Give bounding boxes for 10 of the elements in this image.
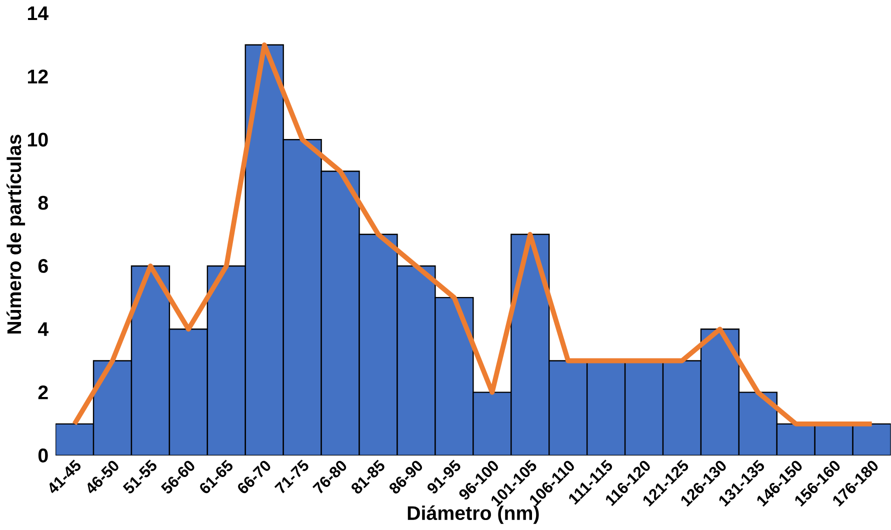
x-axis-title: Diámetro (nm) [408, 505, 539, 524]
y-tick-label: 6 [38, 258, 48, 273]
y-tick-label: 10 [28, 132, 48, 146]
y-tick-label: 14 [28, 6, 48, 20]
y-axis-title: Número de partículas [6, 134, 26, 334]
y-tick-label: 2 [38, 385, 48, 399]
y-tick-label: 12 [28, 69, 48, 84]
y-tick-label: 4 [38, 322, 48, 336]
y-tick-label: 0 [38, 448, 48, 462]
y-tick-label: 8 [38, 196, 48, 210]
